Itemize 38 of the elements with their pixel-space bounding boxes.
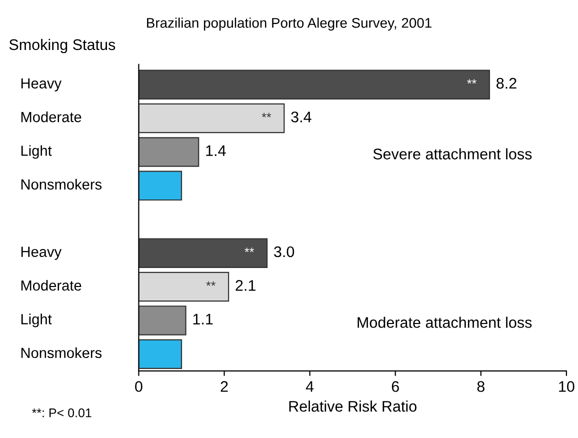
bar — [138, 272, 230, 302]
data-label: 8.2 — [496, 78, 516, 89]
x-tick-label: 10 — [559, 381, 574, 392]
data-label: 3.0 — [274, 246, 294, 258]
data-label: 3.4 — [291, 112, 312, 122]
bar — [138, 70, 490, 100]
text: **: P< 0.01 — [32, 408, 92, 418]
annotation: ** — [262, 112, 272, 118]
annotation: ** — [244, 248, 254, 252]
x-tick-label: 6 — [392, 381, 399, 392]
y-tick-label: Light — [21, 314, 52, 328]
y-tick-label: Nonsmokers — [21, 347, 102, 358]
y-tick-label: Nonsmokers — [21, 178, 102, 190]
y-tick-label: Light — [21, 145, 52, 159]
y-tick-label: Heavy — [21, 78, 62, 92]
data-label: 1.1 — [193, 314, 213, 324]
bar — [138, 137, 200, 167]
annotation: Severe attachment loss — [373, 148, 532, 160]
data-label: 1.4 — [206, 145, 226, 156]
bar — [138, 170, 182, 201]
bar — [138, 306, 186, 336]
bar — [138, 339, 182, 370]
y-tick-label: Heavy — [21, 246, 62, 260]
annotation: ** — [467, 79, 476, 84]
y-tick-label: Moderate — [21, 280, 82, 291]
x-tick-label: 8 — [477, 381, 484, 392]
x-tick-label: 4 — [306, 381, 314, 392]
x-tick-label: 2 — [220, 381, 228, 392]
chart-title: Brazilian population Porto Alegre Survey, 2001 — [147, 18, 432, 31]
annotation: ** — [206, 281, 216, 286]
x-axis-title: Relative Risk Ratio — [289, 400, 416, 412]
bar — [138, 238, 268, 268]
annotation: Moderate attachment loss — [358, 316, 532, 328]
bar — [138, 103, 285, 134]
x-tick-label: 0 — [135, 381, 142, 392]
y-axis-title: Smoking Status — [9, 38, 116, 54]
y-tick-label: Moderate — [21, 111, 82, 122]
data-label: 2.1 — [236, 280, 256, 291]
